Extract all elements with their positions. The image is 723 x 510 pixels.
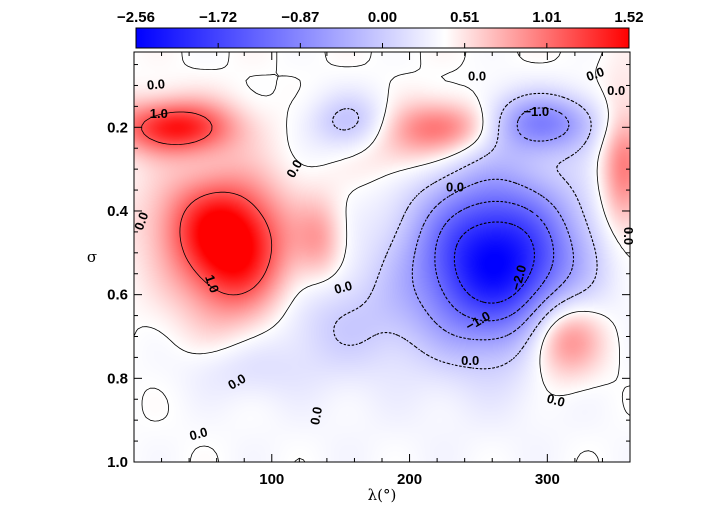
contour-line [332,92,598,370]
colorbar-tick-label: −1.72 [199,9,237,26]
heatmap-plot: 0.01.00.01.00.00.00.0 0.00.0−1.00.0−2.0−1… [107,51,636,488]
heatmap-image [134,52,630,462]
colorbar-tick-label: −2.56 [117,9,155,26]
contour-label: 0.0 [446,179,464,194]
colorbar-tick-label: −0.87 [281,9,319,26]
contour-label: 1.0 [150,106,168,121]
y-tick-label: 0.4 [107,203,129,220]
contour-lines [134,52,630,462]
y-tick-label: 0.6 [107,287,128,304]
axis-ticks: 100 200 300 0.2 0.4 0.6 0.8 1.0 [107,52,630,488]
contour-label: 0.0 [607,83,625,98]
y-tick-label: 0.8 [107,370,128,387]
contour-line [134,52,630,462]
contour-label: 0.0 [461,353,479,368]
contour-label: 1.0 [202,273,222,295]
contour-label: 0.0 [621,227,636,245]
contour-label: 0.0 [584,64,606,84]
y-tick-label: 1.0 [107,454,128,471]
contour-label: −1.0 [523,104,549,119]
colorbar-tick-label: 0.51 [450,9,479,26]
contour-label: 0.0 [188,424,209,443]
y-tick-label: 0.2 [107,119,128,136]
contour-label: 0.0 [545,391,566,410]
x-tick-label: 200 [397,471,422,488]
colorbar: −2.56 −1.72 −0.87 0.00 0.51 1.01 1.52 [117,9,644,49]
colorbar-tick-label: 1.01 [532,9,561,26]
contour-label: 0.0 [332,278,353,297]
colorbar-tick-label: 1.52 [614,9,643,26]
x-tick-label: 100 [259,471,284,488]
contour-line [453,221,535,304]
contour-label: −2.0 [508,263,529,292]
x-tick-label: 300 [535,471,560,488]
contour-line [434,200,555,322]
contour-line [141,111,273,296]
contour-label: 0.0 [131,210,151,232]
x-axis-label: λ(°) [368,486,397,504]
contour-label: 0.0 [146,76,165,93]
contour-label: 0.0 [468,69,486,84]
contour-label: 0.0 [307,406,325,426]
y-axis-label: σ [87,248,97,266]
colorbar-tick-label: 0.00 [368,9,397,26]
